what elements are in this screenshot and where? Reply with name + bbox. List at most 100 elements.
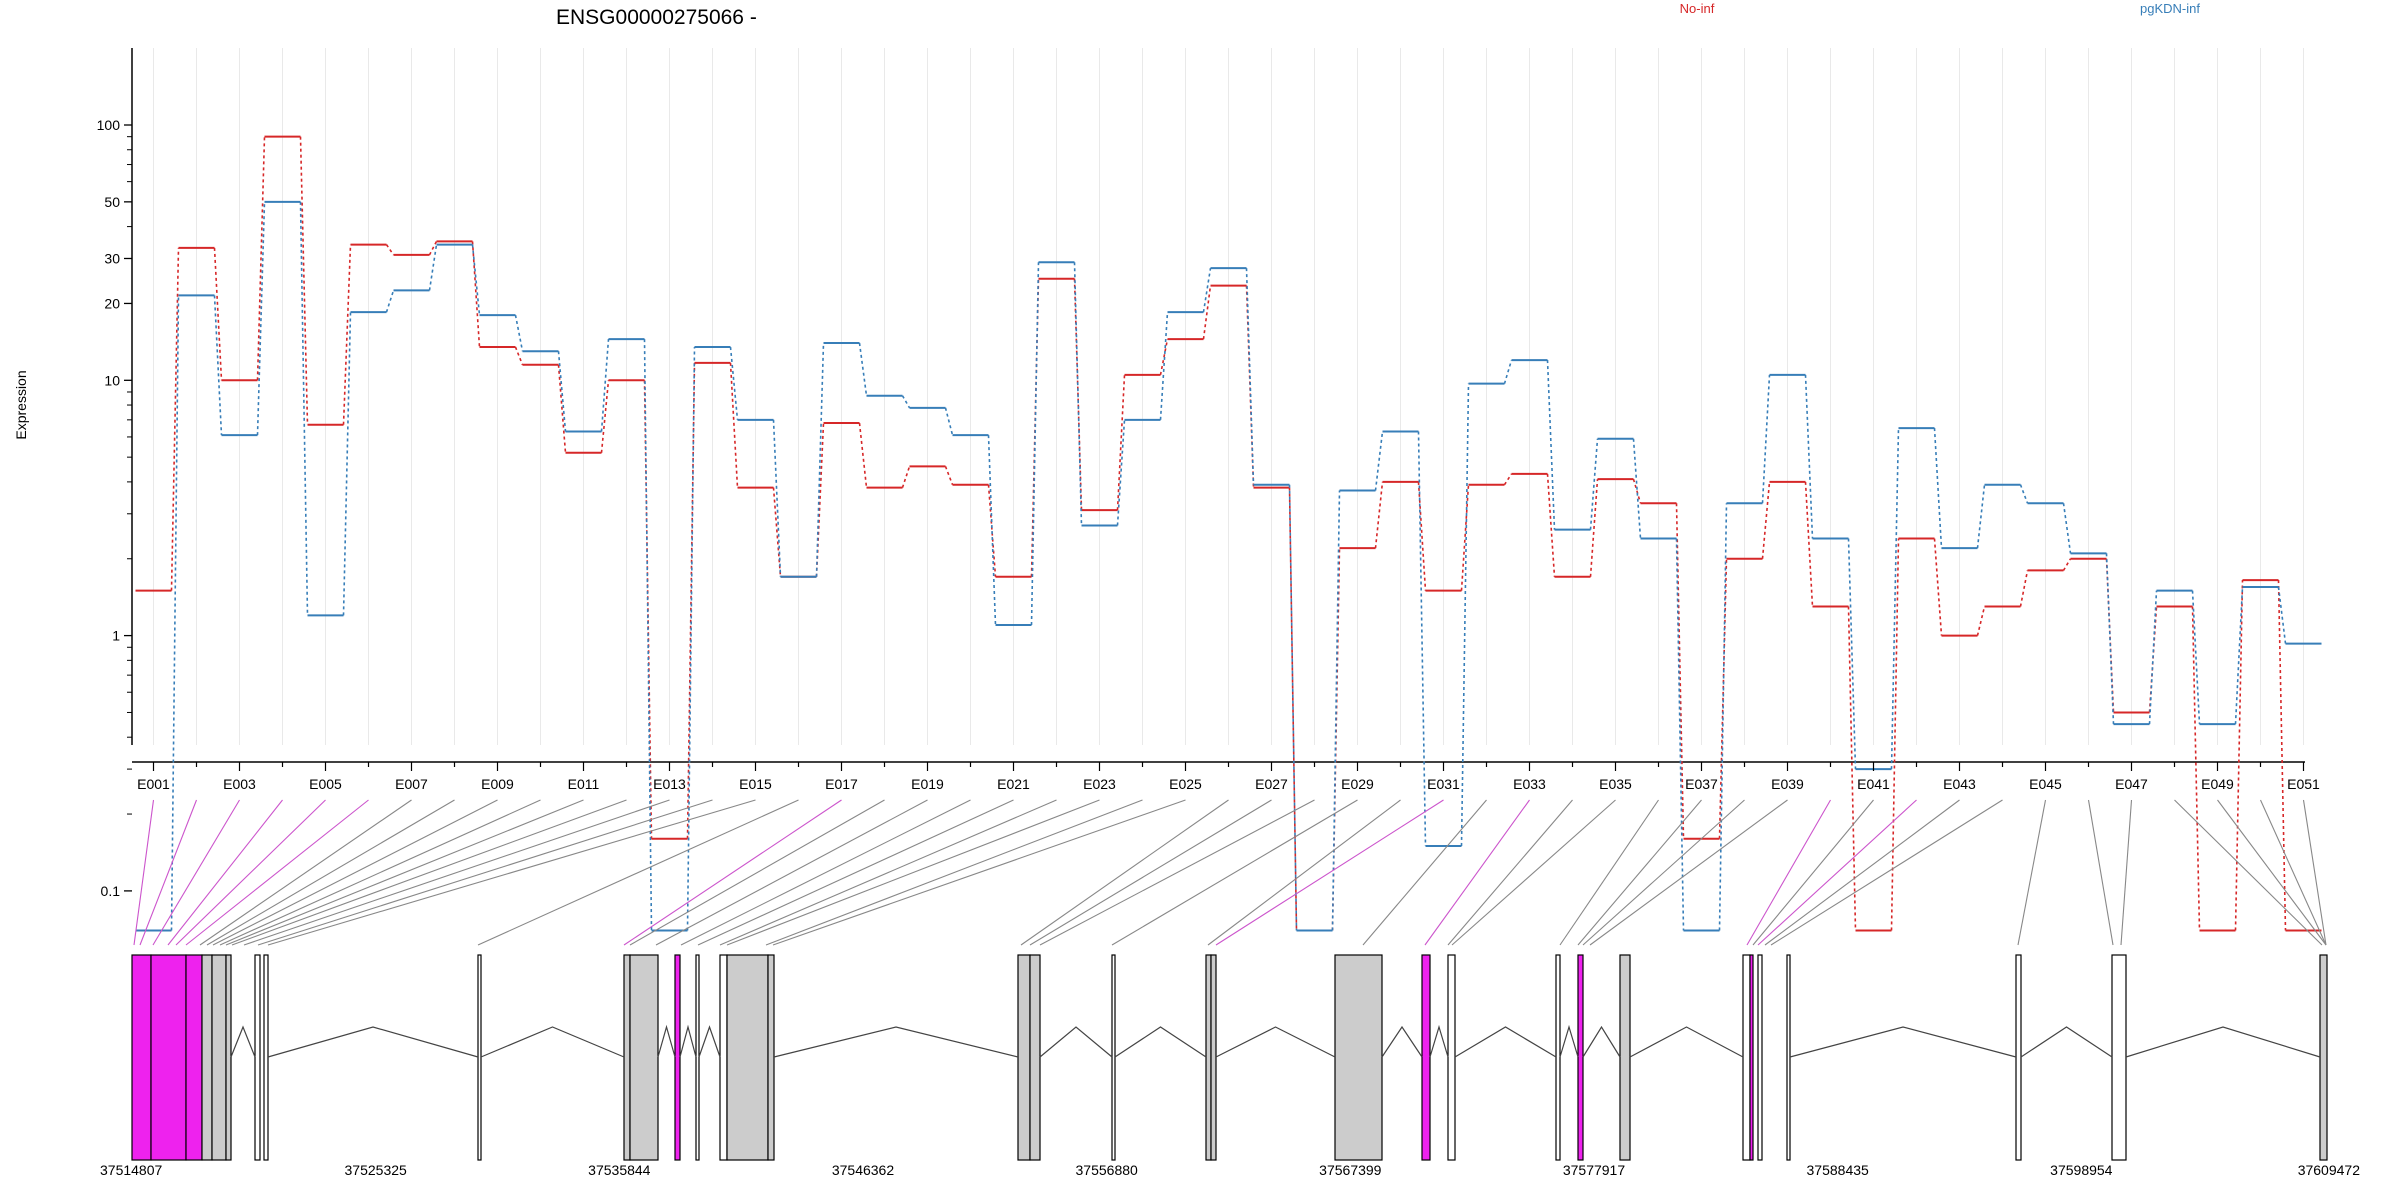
exon-connector-line [1207,799,1401,946]
coordinate-label: 37588435 [1807,1162,1870,1178]
exon-connector-line [199,799,412,946]
series-connector [1761,481,1771,559]
exon-connector-line [219,799,541,946]
series-connector [1331,490,1341,931]
exon-connector-line [243,799,670,946]
exon-block [254,954,261,1161]
series-connector [514,346,524,366]
series-connector [1245,285,1255,488]
y-tick-label: 0.1 [101,883,121,899]
series-connector [1589,479,1599,577]
exon-block [726,954,769,1161]
y-tick-label: 10 [104,372,120,388]
exon-connector-line [2259,799,2327,946]
legend-no-inf: No-inf [1680,1,1715,16]
series-connector [1675,538,1685,931]
series-connector [1503,473,1513,486]
series-connector [2105,558,2115,713]
series-connector [1417,431,1427,846]
exon-block [201,954,213,1161]
coordinate-label: 37577917 [1563,1162,1626,1178]
exon-block [1577,954,1584,1161]
y-axis-label: Expression [13,370,29,439]
series-connector [858,342,868,396]
x-tick-label: E031 [1427,776,1460,792]
series-connector [342,244,352,425]
series-connector [1761,374,1771,504]
series-connector [2148,606,2158,713]
exon-block [225,954,232,1161]
exon-block [1205,954,1212,1161]
legend-pgkdn-inf: pgKDN-inf [2140,1,2200,16]
y-tick-label: 1 [112,628,120,644]
series-lines [135,135,2322,932]
exon-block [1619,954,1631,1161]
exon-connector-line [1757,799,1917,946]
series-connector [2191,606,2201,931]
exon-block [2111,954,2127,1161]
exon-block [1210,954,1217,1161]
exon-connector-line [1215,799,1444,946]
plot-axes [131,48,2305,763]
x-tick-label: E005 [309,776,342,792]
series-connector [944,466,954,485]
intron-line [2020,1026,2113,1058]
exon-connector-line [1424,799,1530,946]
series-connector [1933,428,1943,549]
exon-connector-line [175,799,326,946]
series-connector [1202,268,1212,313]
coordinate-label: 37514807 [100,1162,163,1178]
series-connector [1718,503,1728,931]
series-connector [901,466,911,488]
intron-line [267,1026,479,1058]
intron-line [1559,1024,1579,1058]
x-tick-label: E007 [395,776,428,792]
exon-connector-line [225,799,584,946]
intron-line [679,1024,697,1058]
x-tick-label: E045 [2029,776,2062,792]
exon-connector-line [212,799,498,946]
exon-block [1786,954,1791,1161]
exon-block [185,954,203,1161]
exon-block [263,954,269,1161]
series-connector [1460,383,1470,846]
series-connector [342,312,352,616]
exon-connector-line [2017,799,2047,946]
series-connector [1847,606,1857,931]
exon-block [1111,954,1116,1161]
exon-block [1017,954,1031,1161]
exon-block [1334,954,1383,1161]
series-connector [1718,558,1728,839]
series-connector [901,395,911,409]
exon-connectors [133,799,2327,946]
series-connector [1546,360,1556,530]
exon-connector-line [697,799,1014,946]
series-connector [1976,606,1986,636]
intron-line [1789,1026,2017,1058]
intron-line [698,1025,721,1058]
exon-connector-line [152,799,240,946]
y-tick-label: 100 [97,117,121,133]
exon-block [1749,954,1754,1161]
exon-block [719,954,728,1161]
series-connector [686,362,696,839]
x-tick-label: E011 [568,776,600,792]
series-connector [557,364,567,453]
series-connector [2062,503,2072,554]
x-tick-label: E047 [2115,776,2148,792]
x-tick-label: E039 [1771,776,1804,792]
series-connector [1976,484,1986,549]
exon-connector-line [1111,799,1358,946]
exon-connector-line [2120,799,2133,946]
exon-connector-line [765,799,1143,946]
exon-block [767,954,775,1161]
x-tick-label: E051 [2287,776,2320,792]
x-tick-label: E043 [1943,776,1976,792]
x-tick-label: E019 [911,776,944,792]
series-connector [170,295,180,931]
exon-connector-line [1746,799,1831,946]
exon-connector-line [719,799,1057,946]
series-connector [428,244,438,291]
exon-connector-line [2302,799,2327,946]
exon-connector-line [726,799,1100,946]
